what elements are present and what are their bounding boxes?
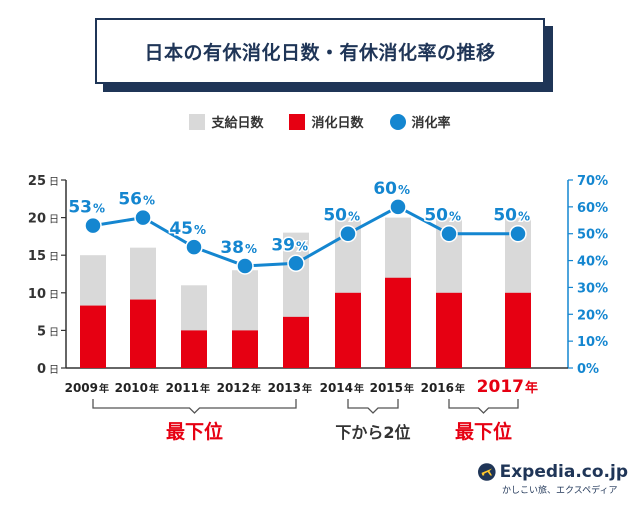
bar-used <box>130 299 156 368</box>
right-tick-label: 40% <box>577 255 608 270</box>
rate-label: 50 <box>323 206 347 226</box>
annotation-bracket <box>347 399 399 414</box>
rate-label-unit: % <box>348 210 360 224</box>
x-tick-label: 2012 <box>217 381 250 395</box>
left-tick-unit: 日 <box>49 215 59 226</box>
legend-item-used: 消化日数 <box>289 112 364 131</box>
brand-name: Expedia.co.jp <box>499 462 628 482</box>
rate-label: 50 <box>424 206 448 226</box>
bar-used <box>335 292 361 368</box>
annotation-bracket <box>448 399 519 414</box>
left-tick-unit: 日 <box>49 365 59 376</box>
x-tick-suffix: 年 <box>354 382 364 395</box>
left-tick-label: 5 <box>37 324 46 339</box>
rate-label-unit: % <box>143 194 155 208</box>
brand-tagline: かしこい旅、エクスペディア <box>502 486 618 496</box>
x-tick-suffix: 年 <box>99 382 109 395</box>
left-tick-label: 25 <box>28 174 46 189</box>
rate-label: 60 <box>373 179 397 199</box>
rate-label: 56 <box>118 190 142 210</box>
x-tick-label: 2014 <box>320 381 353 395</box>
legend-label-total: 支給日数 <box>211 116 264 131</box>
rate-point <box>509 224 527 243</box>
x-tick-suffix: 年 <box>302 382 312 395</box>
legend: 支給日数 消化日数 消化率 <box>0 112 640 131</box>
rate-label-unit: % <box>93 202 105 216</box>
bar-used <box>436 292 462 368</box>
rate-label: 50 <box>493 206 517 226</box>
left-tick-unit: 日 <box>49 252 59 263</box>
legend-swatch-total <box>189 113 206 130</box>
x-tick-label: 2010 <box>115 381 148 395</box>
left-tick-label: 20 <box>28 212 46 227</box>
rate-label: 38 <box>220 238 244 258</box>
bar-used <box>80 305 106 368</box>
right-tick-label: 50% <box>577 228 608 243</box>
x-tick-suffix: 年 <box>200 382 210 395</box>
legend-label-used: 消化日数 <box>311 116 364 131</box>
x-tick-label: 2009 <box>65 381 98 395</box>
x-tick-suffix: 年 <box>455 382 465 395</box>
rate-point <box>134 208 152 227</box>
chart-title: 日本の有休消化日数・有休消化率の推移 <box>144 41 496 64</box>
legend-swatch-rate <box>389 113 406 130</box>
rate-label: 45 <box>169 219 193 239</box>
x-tick-label: 2016 <box>421 381 454 395</box>
left-tick-unit: 日 <box>49 327 59 338</box>
legend-item-total: 支給日数 <box>189 112 263 131</box>
right-tick-label: 10% <box>577 335 608 350</box>
legend-swatch-used <box>289 113 306 130</box>
x-tick-suffix: 年 <box>251 382 261 395</box>
x-tick-label: 2013 <box>268 381 301 395</box>
right-tick-label: 70% <box>577 174 608 189</box>
legend-label-rate: 消化率 <box>411 116 451 131</box>
rate-label: 39 <box>271 235 295 255</box>
x-tick-suffix: 年 <box>404 382 414 395</box>
left-tick-unit: 日 <box>49 177 59 188</box>
left-tick-label: 0 <box>37 362 46 377</box>
title-box: 日本の有休消化日数・有休消化率の推移 <box>95 18 545 84</box>
right-tick-label: 20% <box>577 308 608 323</box>
rate-point <box>339 224 357 243</box>
rate-label-unit: % <box>518 210 530 224</box>
x-tick-label: 2017 <box>477 377 524 397</box>
right-tick-label: 30% <box>577 281 608 296</box>
rate-point <box>287 254 305 273</box>
bar-used <box>181 330 207 368</box>
x-tick-label: 2011 <box>166 381 199 395</box>
annotation-label: 最下位 <box>455 420 512 443</box>
rate-label-unit: % <box>398 183 410 197</box>
left-tick-unit: 日 <box>49 290 59 301</box>
rate-point <box>389 198 407 216</box>
x-tick-suffix: 年 <box>525 380 538 396</box>
right-tick-label: 0% <box>577 362 599 377</box>
bar-used <box>232 330 258 368</box>
bar-used <box>505 292 531 368</box>
bar-used <box>385 277 411 368</box>
rate-label-unit: % <box>296 239 308 253</box>
rate-label-unit: % <box>245 242 257 256</box>
rate-label-unit: % <box>449 210 461 224</box>
rate-label: 53 <box>68 198 92 218</box>
right-tick-label: 60% <box>577 201 608 216</box>
x-tick-label: 2015 <box>370 381 403 395</box>
x-tick-suffix: 年 <box>149 382 159 395</box>
left-tick-label: 10 <box>28 287 46 302</box>
legend-item-rate: 消化率 <box>389 112 451 131</box>
rate-point <box>440 224 458 243</box>
annotation-label: 最下位 <box>166 420 223 443</box>
rate-label-unit: % <box>194 223 206 237</box>
left-tick-label: 15 <box>28 249 46 264</box>
annotation-bracket <box>92 399 297 414</box>
rate-point <box>185 238 203 256</box>
bar-used <box>283 316 309 368</box>
rate-point <box>84 216 102 235</box>
brand-logo: Expedia.co.jp かしこい旅、エクスペディア <box>478 462 628 496</box>
annotation-label: 下から2位 <box>335 423 410 442</box>
plane-icon <box>478 463 496 481</box>
rate-point <box>236 257 254 275</box>
